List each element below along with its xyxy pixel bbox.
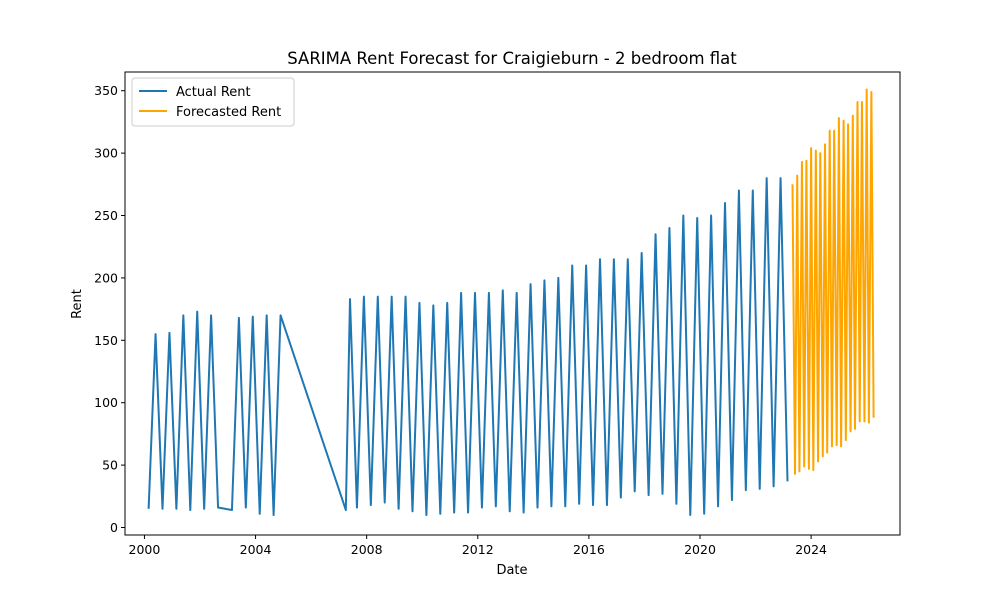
y-tick-label: 200 — [94, 270, 118, 285]
y-tick-label: 0 — [110, 520, 118, 535]
y-tick-label: 50 — [102, 458, 118, 473]
x-tick-label: 2008 — [351, 542, 383, 557]
x-tick-label: 2012 — [462, 542, 494, 557]
y-axis-ticks: 0 50 100 150 200 250 300 350 — [94, 83, 125, 535]
legend-label-actual-rent: Actual Rent — [176, 85, 251, 100]
plot-frame — [124, 71, 901, 536]
y-tick-label: 100 — [94, 395, 118, 410]
y-tick-label: 150 — [94, 333, 118, 348]
legend-label-forecasted-rent: Forecasted Rent — [176, 105, 281, 120]
y-tick-label: 250 — [94, 208, 118, 223]
y-tick-label: 350 — [94, 83, 118, 98]
x-tick-label: 2016 — [573, 542, 605, 557]
x-tick-label: 2004 — [240, 542, 272, 557]
x-axis-ticks: 2000 2004 2008 2012 2016 2020 2024 — [129, 535, 827, 557]
series-layer — [147, 88, 875, 517]
y-axis-label: Rent — [70, 289, 85, 319]
x-tick-label: 2000 — [129, 542, 161, 557]
y-tick-label: 300 — [94, 146, 118, 161]
x-tick-label: 2024 — [795, 542, 827, 557]
legend-box — [131, 77, 295, 127]
series-line-forecasted-rent — [791, 88, 875, 475]
x-axis-label: Date — [496, 563, 527, 578]
series-line-actual-rent — [147, 177, 789, 517]
chart-title: SARIMA Rent Forecast for Craigieburn - 2… — [287, 49, 737, 68]
legend: Actual Rent Forecasted Rent — [131, 77, 295, 127]
x-tick-label: 2020 — [684, 542, 716, 557]
